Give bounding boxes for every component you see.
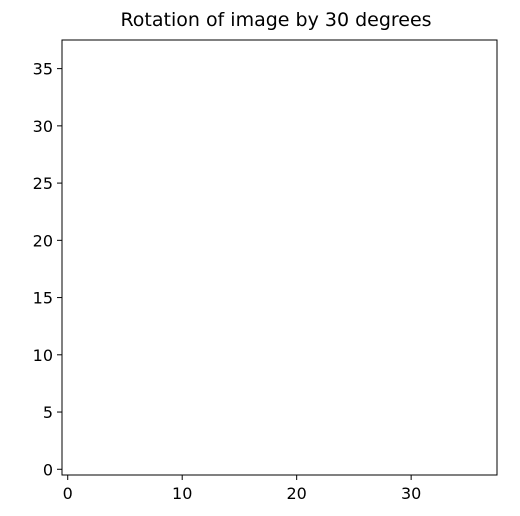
- axes-frame: [61, 39, 498, 476]
- y-tick-label: 25: [33, 174, 53, 193]
- x-tick-label: 20: [286, 484, 306, 503]
- y-tick-label: 10: [33, 346, 53, 365]
- y-tick-label: 5: [43, 403, 53, 422]
- y-tick-label: 15: [33, 289, 53, 308]
- x-tick-label: 0: [63, 484, 73, 503]
- x-tick-label: 30: [401, 484, 421, 503]
- y-axis: 0 5 10 15 20 25 30 35: [33, 60, 62, 479]
- chart-title: Rotation of image by 30 degrees: [120, 9, 431, 31]
- x-tick-label: 10: [172, 484, 192, 503]
- y-tick-label: 35: [33, 60, 53, 79]
- y-tick-label: 30: [33, 117, 53, 136]
- x-axis: 0 10 20 30: [63, 475, 421, 503]
- y-tick-label: 20: [33, 231, 53, 250]
- y-tick-label: 0: [43, 460, 53, 479]
